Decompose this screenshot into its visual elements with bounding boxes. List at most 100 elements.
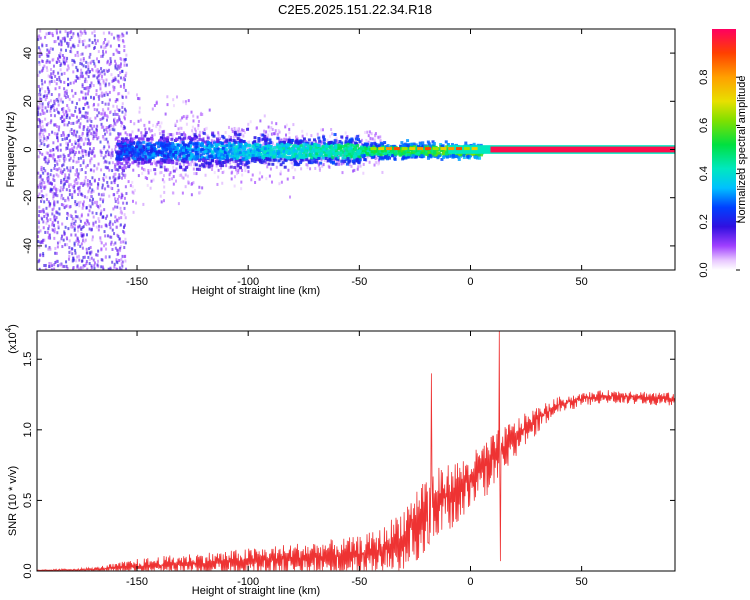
heatmap-cell xyxy=(103,244,106,248)
heatmap-cell xyxy=(210,138,213,142)
heatmap-cell xyxy=(99,84,102,88)
heatmap-cell xyxy=(73,131,76,135)
heatmap-cell xyxy=(114,62,117,66)
heatmap-cell xyxy=(115,136,119,140)
heatmap-cell xyxy=(120,58,123,62)
heatmap-cell xyxy=(59,80,62,84)
heatmap-cell xyxy=(134,135,138,139)
heatmap-cell xyxy=(441,144,445,148)
heatmap-cell xyxy=(118,156,122,160)
heatmap-cell xyxy=(46,230,49,234)
heatmap-cell xyxy=(63,71,66,75)
heatmap-cell xyxy=(280,138,283,142)
heatmap-cell xyxy=(137,164,140,168)
heatmap-cell xyxy=(100,209,103,213)
heatmap-cell xyxy=(62,197,65,201)
heatmap-cell xyxy=(350,151,354,155)
heatmap-cell xyxy=(261,175,264,179)
heatmap-cell xyxy=(50,113,53,117)
heatmap-cell xyxy=(50,72,53,76)
heatmap-cell xyxy=(469,152,473,156)
heatmap-cell xyxy=(215,164,218,168)
heatmap-cell xyxy=(97,111,100,115)
heatmap-cell xyxy=(101,265,104,269)
heatmap-cell xyxy=(201,112,204,116)
heatmap-cell xyxy=(47,50,50,54)
heatmap-cell xyxy=(112,242,115,246)
heatmap-cell xyxy=(122,127,125,131)
heatmap-cell xyxy=(66,146,69,150)
heatmap-cell xyxy=(236,162,240,166)
heatmap-cell xyxy=(312,142,316,146)
heatmap-cell xyxy=(142,146,146,150)
heatmap-cell xyxy=(61,100,64,104)
heatmap-cell xyxy=(314,166,317,170)
heatmap-cell xyxy=(114,59,117,63)
heatmap-cell xyxy=(355,154,359,158)
heatmap-cell xyxy=(57,155,60,159)
heatmap-cell xyxy=(40,189,43,193)
heatmap-cell xyxy=(120,148,124,152)
heatmap-cell xyxy=(285,138,288,142)
heatmap-cell xyxy=(43,143,46,147)
heatmap-cell xyxy=(139,157,143,161)
heatmap-cell xyxy=(40,199,43,203)
heatmap-cell xyxy=(47,181,50,185)
heatmap-cell xyxy=(82,154,85,158)
heatmap-cell xyxy=(99,87,102,91)
heatmap-cell xyxy=(379,141,383,145)
heatmap-cell xyxy=(180,173,183,177)
heatmap-cell xyxy=(151,129,154,133)
heatmap-cell xyxy=(347,155,351,159)
heatmap-cell xyxy=(37,171,40,175)
heatmap-cell xyxy=(175,162,179,166)
heatmap-cell xyxy=(52,194,55,198)
heatmap-cell xyxy=(275,122,278,126)
heatmap-cell xyxy=(155,125,158,129)
heatmap-cell xyxy=(109,124,112,128)
heatmap-cell xyxy=(176,150,180,154)
heatmap-cell xyxy=(104,216,107,220)
heatmap-cell xyxy=(58,54,61,58)
heatmap-cell xyxy=(106,69,109,73)
heatmap-cell xyxy=(200,141,204,145)
heatmap-cell xyxy=(118,38,121,42)
heatmap-cell xyxy=(182,136,186,140)
heatmap-cell xyxy=(70,121,73,125)
heatmap-cell xyxy=(293,163,297,167)
heatmap-cell xyxy=(127,147,131,151)
heatmap-cell xyxy=(117,201,120,205)
heatmap-cell xyxy=(155,163,158,167)
heatmap-cell xyxy=(410,142,414,146)
heatmap-cell xyxy=(137,174,140,178)
heatmap-cell xyxy=(96,39,99,43)
heatmap-cell xyxy=(258,171,261,175)
heatmap-cell xyxy=(171,135,174,139)
heatmap-cell xyxy=(138,106,141,110)
heatmap-cell xyxy=(59,143,62,147)
heatmap-cell xyxy=(143,157,147,161)
heatmap-cell xyxy=(179,140,182,144)
heatmap-cell xyxy=(46,197,49,201)
heatmap-cell xyxy=(60,48,63,52)
heatmap-cell xyxy=(55,29,58,33)
heatmap-cell xyxy=(267,125,270,129)
heatmap-cell xyxy=(70,131,73,135)
heatmap-cell xyxy=(345,162,349,166)
heatmap-cell xyxy=(77,138,80,142)
heatmap-cell xyxy=(46,48,49,52)
heatmap-cell xyxy=(107,83,110,87)
heatmap-cell xyxy=(185,102,188,106)
heatmap-cell xyxy=(39,36,42,40)
heatmap-cell xyxy=(189,138,193,142)
heatmap-cell xyxy=(161,148,165,152)
heatmap-cell xyxy=(38,52,41,56)
heatmap-cell xyxy=(213,141,217,145)
heatmap-cell xyxy=(105,137,108,141)
heatmap-cell xyxy=(87,75,90,79)
heatmap-cell xyxy=(239,161,243,165)
heatmap-cell xyxy=(67,64,70,68)
heatmap-cell xyxy=(115,218,118,222)
heatmap-cell xyxy=(289,148,293,152)
chart-title: C2E5.2025.151.22.34.R18 xyxy=(278,2,432,17)
